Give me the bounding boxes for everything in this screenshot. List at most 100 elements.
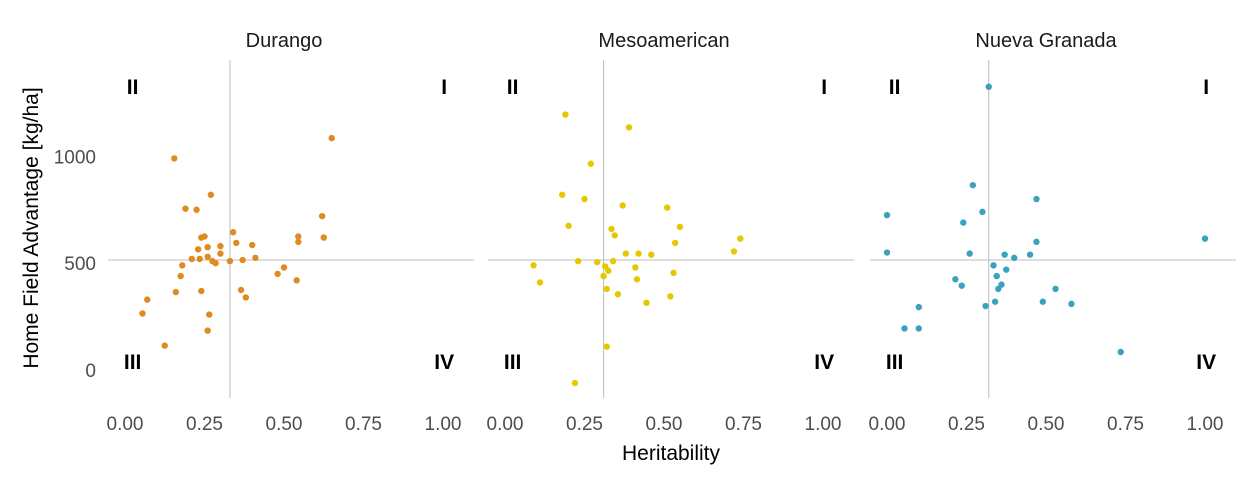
data-point [1052, 285, 1059, 293]
data-point [730, 248, 738, 255]
data-point [237, 286, 245, 294]
data-point [161, 342, 168, 349]
data-point [960, 219, 967, 226]
data-point [188, 255, 195, 263]
quadrant-label: IV [1196, 351, 1216, 374]
y-tick-label: 1000 [54, 147, 96, 168]
y-tick-label: 500 [64, 254, 96, 275]
x-tick-label: 1.00 [805, 414, 842, 435]
data-point [605, 267, 612, 274]
data-point [274, 270, 281, 278]
data-point [574, 257, 582, 265]
data-point [206, 311, 213, 318]
data-point [198, 287, 205, 295]
quadrant-label: III [124, 351, 142, 374]
data-point [226, 257, 234, 265]
data-point [883, 249, 891, 256]
y-axis: 0 500 1000 [54, 147, 96, 382]
data-point [559, 191, 566, 198]
data-point [1201, 235, 1209, 242]
data-point [562, 111, 569, 118]
quadrant-label: I [821, 76, 827, 99]
data-point [985, 83, 992, 90]
data-point [172, 288, 180, 296]
data-point [993, 272, 1000, 280]
data-point [204, 327, 211, 334]
data-point [252, 254, 259, 262]
x-tick-label: 0.25 [186, 414, 223, 435]
data-point [1033, 238, 1040, 246]
data-point [1001, 251, 1008, 258]
data-point [982, 302, 989, 310]
data-point [1003, 266, 1010, 273]
data-point [318, 212, 326, 220]
y-axis-title: Home Field Advantage [kg/ha] [20, 87, 43, 368]
data-point [233, 239, 240, 247]
quadrant-label: II [127, 76, 139, 99]
data-point [676, 223, 684, 231]
data-point [737, 235, 744, 242]
quadrant-label: I [441, 76, 447, 99]
data-point [217, 250, 224, 257]
data-point [998, 281, 1005, 288]
x-tick-label: 1.00 [1187, 414, 1224, 435]
quadrant-label: III [504, 351, 522, 374]
x-tick-label: 0.75 [725, 414, 762, 435]
quadrant-label: III [886, 351, 904, 374]
quadrant-label: IV [434, 351, 454, 374]
x-tick-label: 0.75 [345, 414, 382, 435]
data-point [594, 258, 601, 266]
data-point [1068, 300, 1075, 308]
quadrant-label: II [889, 76, 901, 99]
data-point [207, 191, 215, 198]
data-point [633, 276, 641, 283]
data-point [530, 262, 537, 269]
data-point [204, 253, 211, 261]
data-point [622, 250, 630, 257]
data-point [663, 204, 671, 211]
data-point [581, 195, 588, 203]
data-point [229, 229, 237, 236]
data-point [1033, 195, 1040, 203]
data-point [179, 262, 186, 269]
data-point [625, 124, 633, 131]
data-point [883, 211, 891, 219]
data-point [667, 293, 674, 300]
x-tick-label: 0.00 [869, 414, 906, 435]
data-point [217, 242, 224, 250]
data-point [587, 160, 595, 167]
data-point [249, 241, 256, 249]
data-point [991, 298, 999, 305]
data-point [609, 257, 617, 265]
x-tick-label: 0.25 [948, 414, 985, 435]
data-point [901, 325, 908, 332]
data-point [611, 232, 618, 239]
data-point [295, 233, 302, 240]
data-point [600, 272, 607, 280]
data-point [536, 279, 544, 286]
data-point [969, 181, 977, 189]
y-tick-label: 0 [85, 361, 96, 382]
x-tick-label: 0.00 [487, 414, 524, 435]
data-point [1117, 348, 1124, 356]
data-point [966, 250, 973, 257]
data-point [670, 269, 677, 277]
quadrant-label: IV [814, 351, 834, 374]
quadrant-label: II [507, 76, 519, 99]
data-point [608, 225, 615, 233]
x-tick-label: 0.75 [1107, 414, 1144, 435]
x-axis-title: Heritability [622, 442, 721, 465]
data-point [979, 208, 986, 216]
x-tick-label: 1.00 [425, 414, 462, 435]
panel-title: Nueva Granada [975, 30, 1117, 52]
x-tick-label: 0.50 [646, 414, 683, 435]
data-point [915, 303, 922, 311]
data-point [239, 256, 246, 264]
panel-title: Mesoamerican [598, 30, 729, 52]
data-point [193, 206, 200, 213]
data-point [242, 294, 250, 301]
